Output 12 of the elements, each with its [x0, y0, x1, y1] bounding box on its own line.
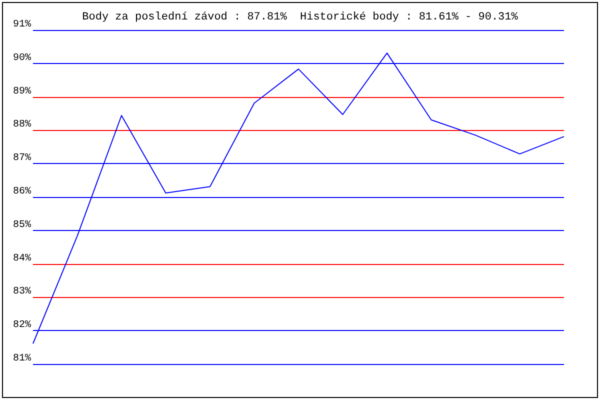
y-tick-label: 82% [12, 320, 31, 332]
y-tick-label: 83% [12, 286, 31, 298]
y-tick-label: 91% [12, 20, 31, 30]
y-tick-label: 86% [12, 186, 31, 198]
y-tick-label: 85% [12, 220, 31, 231]
y-tick-label: 88% [12, 120, 31, 131]
y-tick-label: 87% [12, 153, 31, 164]
y-tick-label: 81% [12, 354, 31, 364]
chart-title: Body za poslední závod : 87.81% Historické body : 81.61% - 90.31% [82, 12, 518, 24]
y-tick-label: 90% [12, 52, 31, 64]
y-tick-label: 89% [12, 86, 31, 98]
y-tick-label: 84% [12, 253, 31, 264]
